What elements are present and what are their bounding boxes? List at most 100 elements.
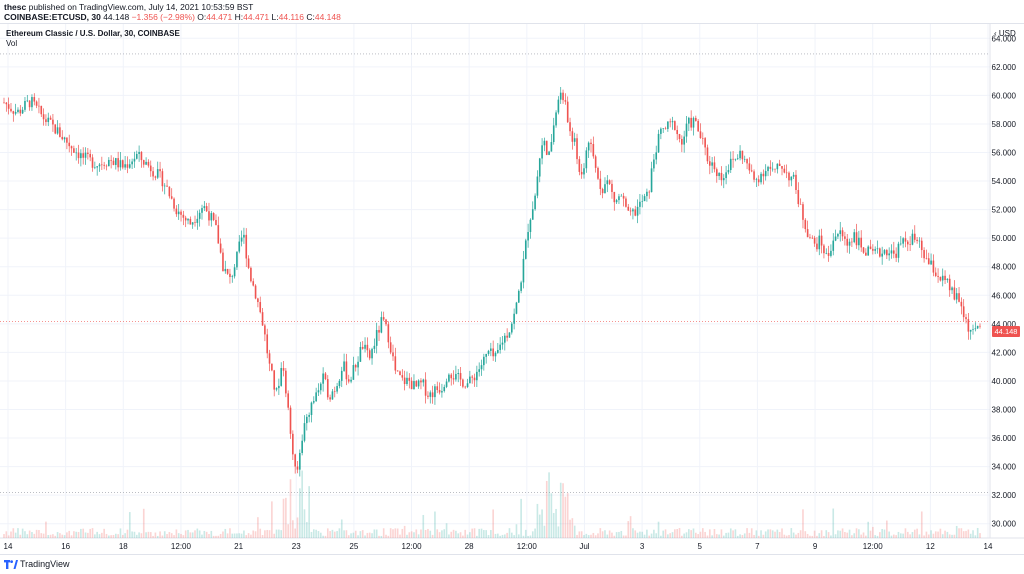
volume-bar	[413, 532, 415, 538]
volume-bar	[231, 533, 234, 538]
candle-body	[212, 213, 215, 220]
candle-body	[278, 385, 280, 389]
volume-bar	[569, 519, 571, 538]
candle-body	[354, 365, 357, 368]
candle-body	[620, 195, 623, 197]
candle-body	[573, 138, 576, 142]
candle-body	[466, 383, 469, 388]
candle-body	[401, 375, 404, 378]
candle-body	[317, 390, 320, 393]
candle-body	[152, 171, 154, 177]
volume-bar	[247, 533, 250, 538]
candle-body	[331, 391, 334, 400]
candle-body	[753, 171, 755, 180]
candle-body	[804, 219, 807, 230]
volume-bar	[114, 533, 117, 538]
high-value: 44.471	[243, 12, 270, 22]
candle-body	[210, 213, 213, 221]
candle-body	[478, 369, 481, 372]
symbol-label: COINBASE:ETCUSD, 30	[4, 12, 101, 22]
volume-bar	[615, 532, 618, 538]
candle-body	[66, 137, 68, 143]
candle-body	[89, 153, 91, 158]
volume-bar	[858, 529, 860, 538]
candle-body	[471, 376, 474, 378]
volume-bar	[259, 528, 262, 538]
volume-bar	[112, 534, 115, 538]
candle-body	[879, 248, 881, 257]
volume-bar	[846, 532, 849, 538]
candle-body	[361, 346, 364, 349]
x-tick-label: 12:00	[863, 542, 884, 551]
volume-bar	[804, 531, 807, 538]
candle-body	[566, 101, 569, 123]
price-chart[interactable]: 30.000 32.000 34.000 36.000 38.000 40.000 42.0…	[0, 0, 1024, 554]
candle-body	[527, 232, 529, 241]
candle-body	[201, 208, 203, 213]
volume-bar	[410, 531, 413, 538]
candle-body	[531, 209, 534, 220]
candle-body	[380, 317, 383, 333]
volume-bar	[219, 533, 222, 538]
volume-bar	[734, 529, 737, 538]
volume-bar	[890, 535, 893, 538]
volume-bar	[373, 529, 376, 538]
candle-body	[352, 365, 355, 380]
volume-bar	[760, 530, 762, 538]
volume-bar	[152, 535, 154, 538]
candle-body	[403, 377, 406, 385]
volume-bar	[326, 528, 329, 538]
volume-bar	[336, 531, 338, 538]
candle-body	[357, 361, 359, 368]
candle-body	[555, 112, 557, 126]
candle-body	[191, 222, 194, 225]
candle-body	[457, 373, 460, 375]
candle-body	[580, 171, 583, 175]
candle-body	[49, 117, 52, 120]
volume-bar	[268, 530, 271, 538]
volume-bar	[47, 534, 50, 538]
candle-body	[515, 302, 518, 314]
candle-body	[632, 209, 634, 212]
candle-body	[920, 240, 923, 251]
candle-body	[303, 423, 306, 441]
volume-bar	[769, 529, 772, 538]
x-tick-label: 12:00	[517, 542, 538, 551]
volume-bar	[695, 532, 697, 538]
volume-bar	[792, 532, 795, 538]
candle-body	[61, 136, 64, 140]
currency-label[interactable]: ‹ USD	[994, 29, 1016, 38]
volume-bar	[98, 534, 101, 538]
volume-bar	[785, 535, 788, 538]
volume-bar	[583, 535, 585, 538]
volume-bar	[851, 535, 853, 538]
volume-bar	[12, 528, 15, 538]
candle-body	[24, 100, 26, 110]
volume-bar	[732, 530, 734, 538]
volume-bar	[368, 532, 371, 538]
candle-body	[559, 92, 562, 100]
volume-bar	[469, 532, 471, 538]
volume-bar	[862, 532, 865, 538]
volume-bar	[61, 534, 64, 538]
chart-legend-title: Ethereum Classic / U.S. Dollar, 30, COIN…	[6, 29, 180, 38]
candle-body	[972, 329, 974, 330]
candle-body	[501, 342, 504, 345]
volume-bar	[19, 534, 22, 538]
candle-body	[506, 335, 508, 338]
candle-body	[121, 160, 124, 168]
candle-body	[408, 377, 411, 381]
volume-bar	[236, 533, 238, 538]
volume-bar	[527, 535, 529, 538]
volume-bar	[706, 535, 709, 538]
volume-bar	[345, 530, 348, 538]
candle-body	[84, 152, 87, 158]
candle-body	[378, 330, 380, 333]
volume-bar	[417, 534, 420, 538]
candle-body	[238, 241, 241, 252]
volume-bar	[853, 533, 856, 538]
volume-bar	[639, 531, 641, 538]
volume-bar	[84, 532, 87, 538]
volume-bar	[340, 519, 343, 538]
volume-bar	[722, 535, 725, 538]
